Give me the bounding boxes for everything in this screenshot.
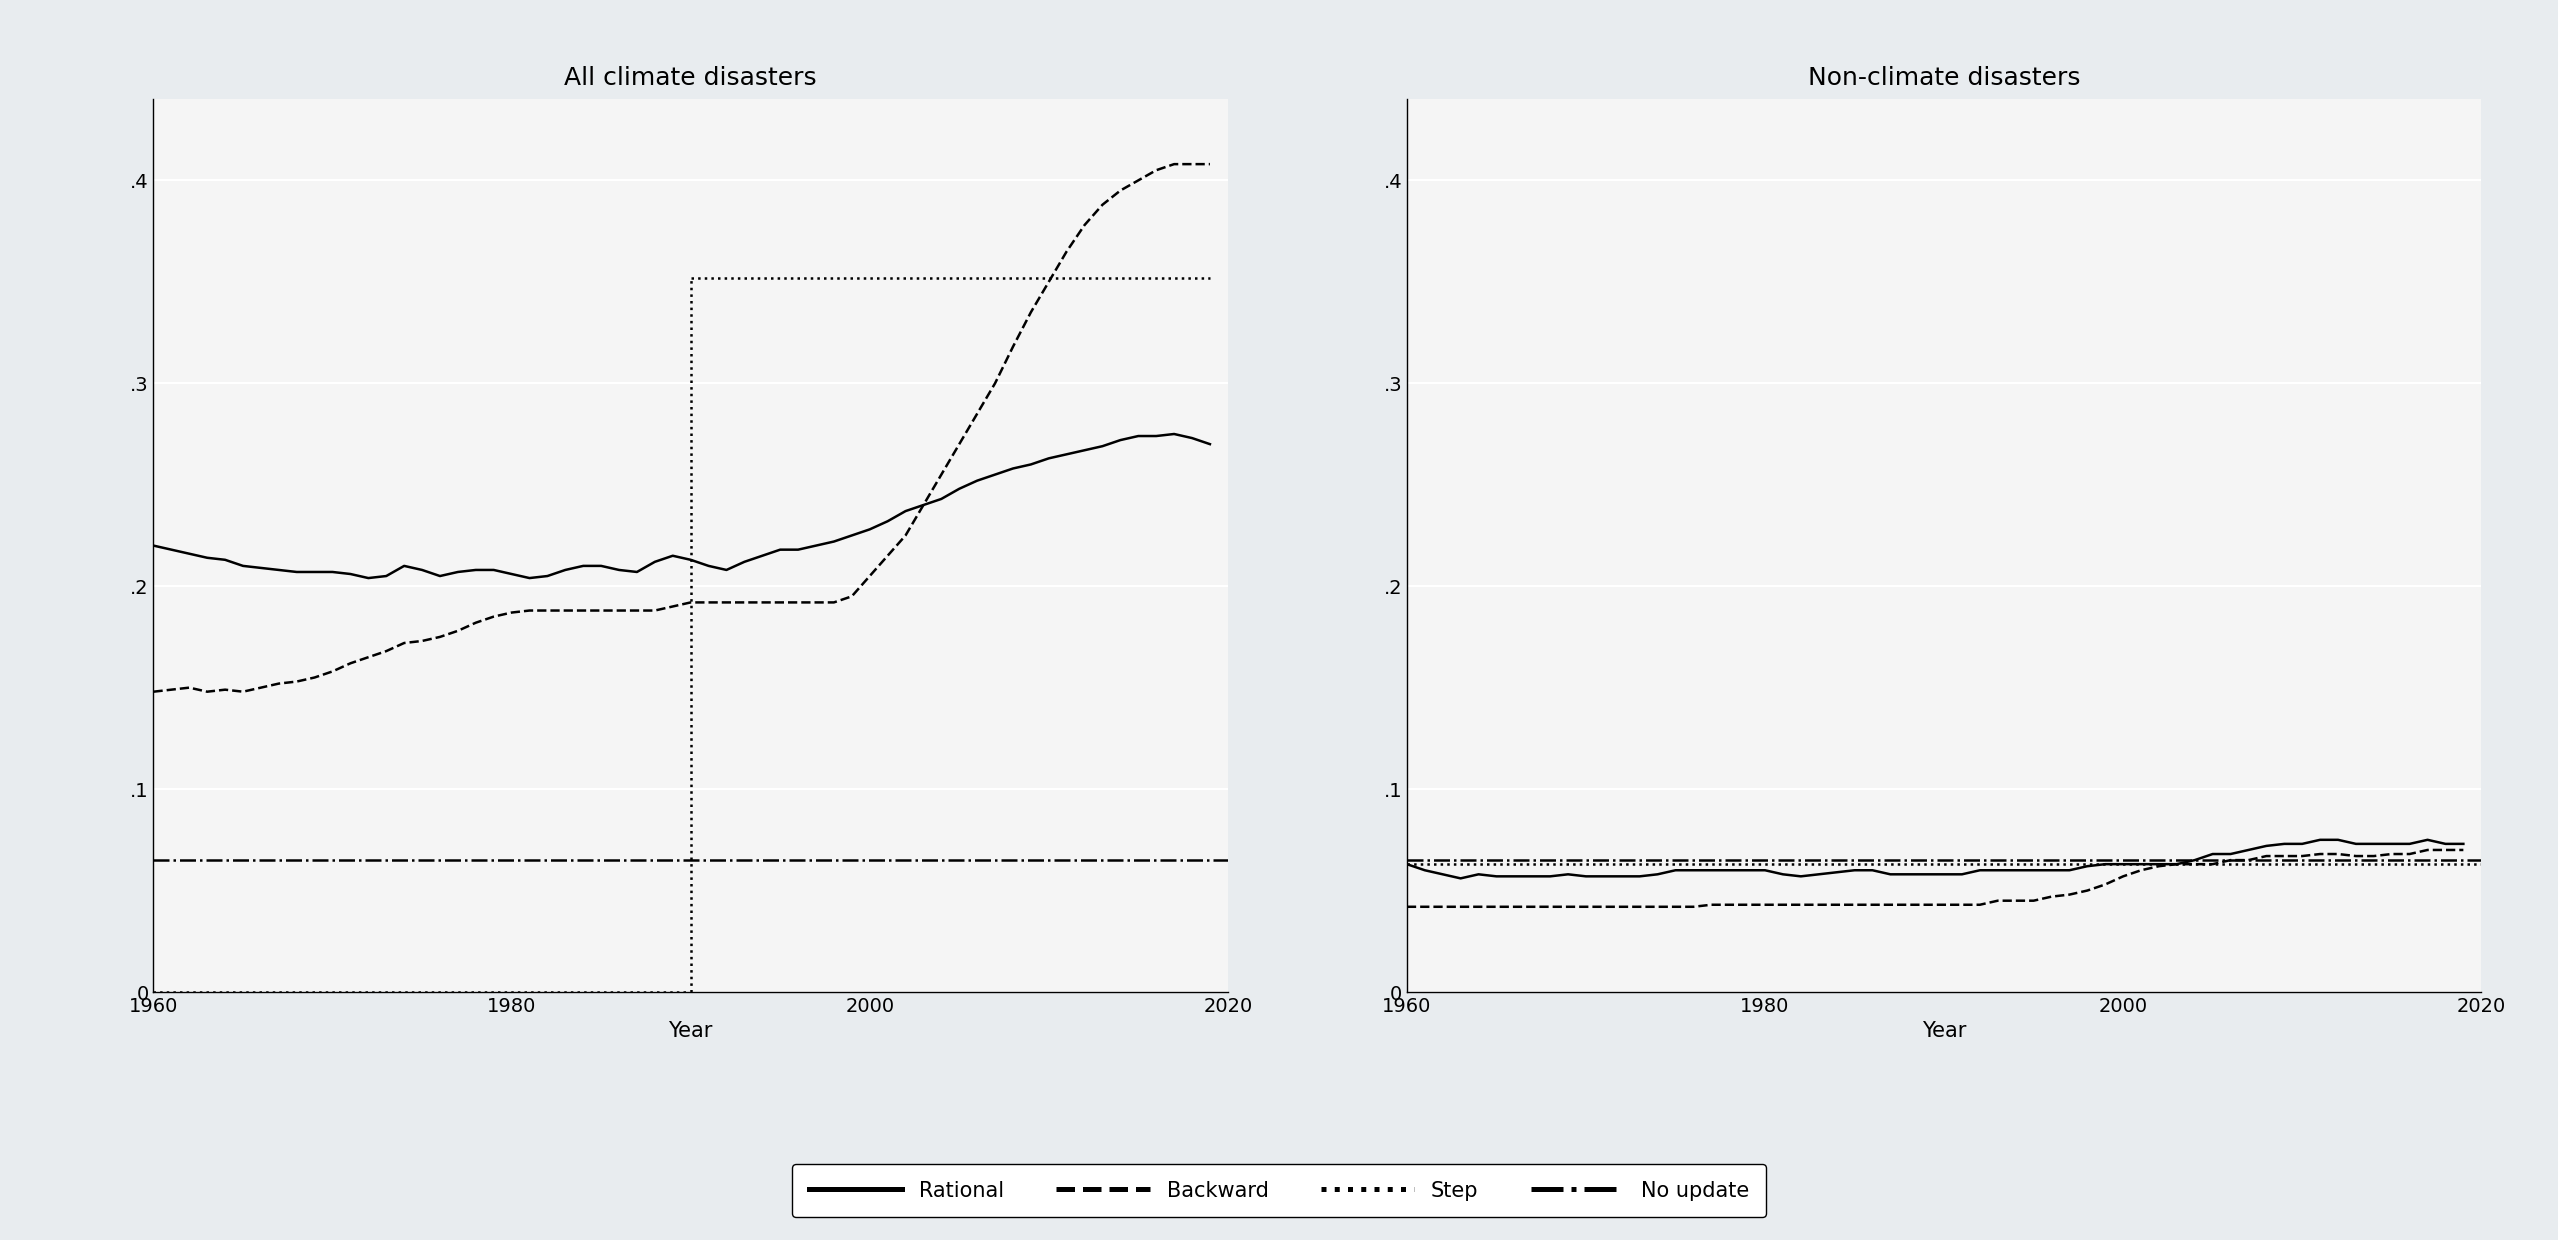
- X-axis label: Year: Year: [668, 1022, 714, 1042]
- Title: All climate disasters: All climate disasters: [565, 66, 816, 91]
- Title: Non-climate disasters: Non-climate disasters: [1809, 66, 2080, 91]
- X-axis label: Year: Year: [1921, 1022, 1967, 1042]
- Legend: Rational, Backward, Step, No update: Rational, Backward, Step, No update: [793, 1164, 1765, 1218]
